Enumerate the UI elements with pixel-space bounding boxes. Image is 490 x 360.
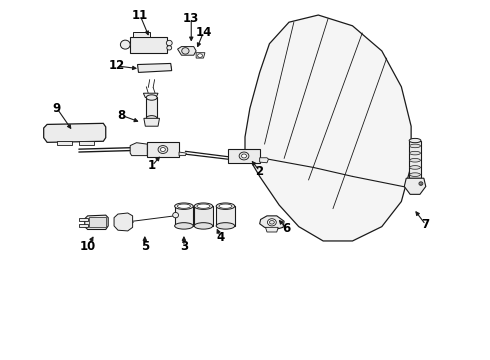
Text: 9: 9 — [53, 102, 61, 115]
Ellipse shape — [410, 166, 420, 169]
Ellipse shape — [410, 158, 420, 162]
Polygon shape — [44, 123, 106, 142]
Ellipse shape — [166, 40, 172, 46]
Ellipse shape — [174, 203, 193, 210]
Polygon shape — [260, 216, 284, 229]
Bar — [147, 142, 179, 157]
Text: 10: 10 — [79, 240, 96, 253]
Polygon shape — [79, 218, 88, 221]
Text: 5: 5 — [141, 240, 149, 253]
Ellipse shape — [174, 223, 193, 229]
Ellipse shape — [216, 203, 235, 210]
Polygon shape — [114, 213, 133, 231]
Text: 8: 8 — [118, 109, 126, 122]
Polygon shape — [85, 215, 108, 229]
Ellipse shape — [410, 151, 420, 155]
Polygon shape — [133, 32, 150, 37]
Text: 4: 4 — [217, 231, 225, 244]
Text: 11: 11 — [132, 9, 148, 22]
Ellipse shape — [410, 144, 420, 148]
Bar — [174, 206, 193, 226]
Polygon shape — [179, 152, 186, 156]
Ellipse shape — [147, 116, 157, 121]
Ellipse shape — [172, 212, 178, 218]
Ellipse shape — [194, 203, 213, 210]
Polygon shape — [138, 63, 172, 72]
Ellipse shape — [147, 95, 157, 100]
Polygon shape — [144, 118, 159, 126]
Ellipse shape — [270, 221, 274, 224]
Ellipse shape — [409, 138, 421, 143]
Polygon shape — [245, 15, 411, 241]
Text: 13: 13 — [183, 12, 199, 25]
Polygon shape — [144, 93, 158, 98]
Ellipse shape — [177, 204, 191, 208]
Bar — [130, 37, 167, 53]
Polygon shape — [79, 224, 88, 227]
Ellipse shape — [158, 145, 168, 153]
Ellipse shape — [242, 154, 246, 158]
Ellipse shape — [194, 223, 213, 229]
Polygon shape — [130, 143, 147, 156]
Polygon shape — [260, 158, 269, 163]
Text: 6: 6 — [282, 222, 291, 235]
Polygon shape — [177, 46, 196, 55]
Polygon shape — [196, 53, 205, 58]
Polygon shape — [404, 178, 426, 194]
Ellipse shape — [167, 46, 172, 50]
Ellipse shape — [420, 183, 422, 184]
Polygon shape — [266, 227, 278, 232]
Bar — [228, 149, 260, 163]
Ellipse shape — [219, 204, 232, 208]
Text: 12: 12 — [109, 59, 125, 72]
Bar — [216, 206, 235, 226]
Bar — [147, 97, 157, 118]
Bar — [409, 140, 421, 178]
Text: 1: 1 — [148, 159, 156, 172]
Ellipse shape — [410, 173, 420, 176]
Ellipse shape — [216, 223, 235, 229]
Ellipse shape — [160, 148, 165, 152]
Bar — [194, 206, 213, 226]
Text: 2: 2 — [256, 165, 264, 177]
Text: 3: 3 — [180, 240, 188, 253]
Ellipse shape — [197, 204, 210, 208]
Text: 14: 14 — [196, 26, 212, 39]
Bar — [89, 217, 106, 227]
Ellipse shape — [121, 40, 130, 49]
Ellipse shape — [197, 54, 202, 57]
Polygon shape — [79, 141, 94, 145]
Ellipse shape — [239, 152, 249, 160]
Text: 7: 7 — [422, 218, 430, 231]
Ellipse shape — [182, 48, 189, 54]
Ellipse shape — [268, 219, 276, 226]
Ellipse shape — [419, 182, 423, 185]
Polygon shape — [57, 141, 72, 145]
